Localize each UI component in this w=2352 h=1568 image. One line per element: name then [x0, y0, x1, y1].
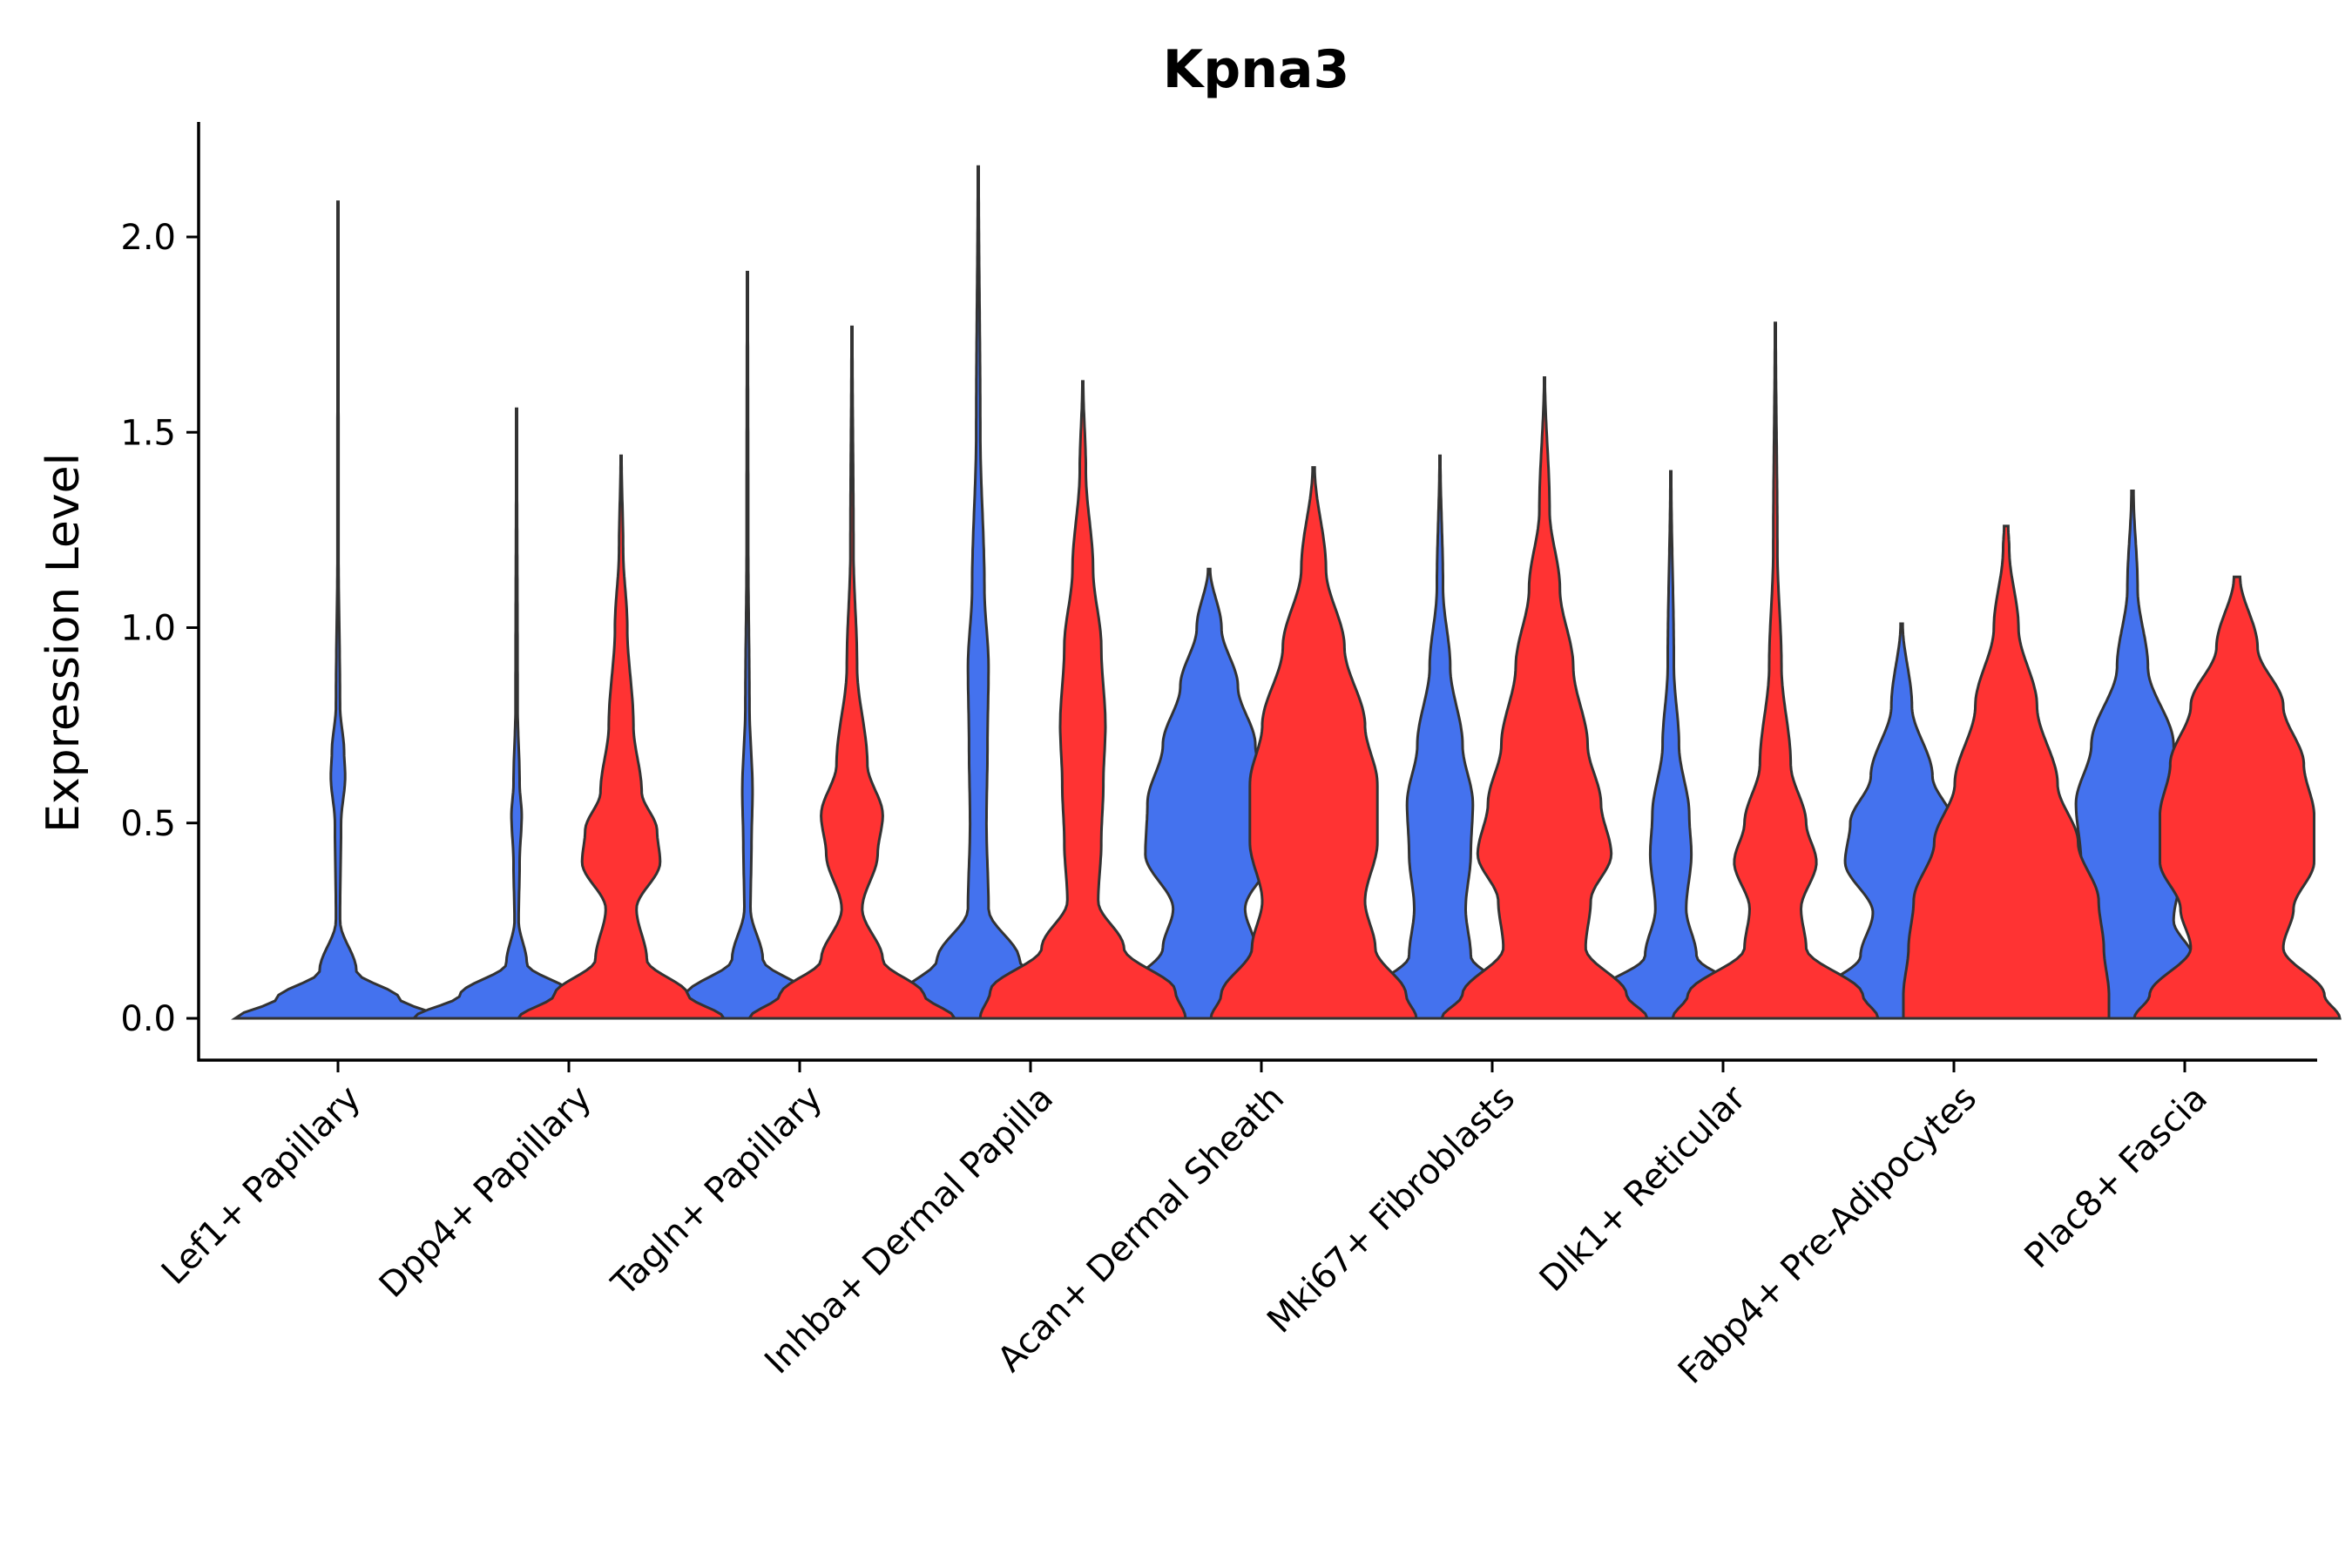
violin-group-2-5	[1209, 466, 1418, 1020]
y-tick-label: 0.0	[120, 999, 176, 1039]
violin-group-2-7	[1670, 321, 1881, 1020]
x-tick-label: Dlk1+ Reticular	[1532, 1078, 1754, 1300]
y-tick-label: 2.0	[120, 218, 176, 258]
violin-group-1-3	[641, 270, 854, 1020]
chart-title: Kpna3	[1163, 39, 1349, 100]
violin-group-2-9	[2132, 575, 2342, 1020]
x-tick-label: Tagln+ Papillary	[604, 1078, 830, 1305]
violins	[231, 165, 2342, 1020]
y-axis-label: Expression Level	[37, 453, 90, 833]
x-tick-label: Plac8+ Fascia	[2017, 1078, 2216, 1277]
x-tick-label: Lef1+ Papillary	[154, 1078, 368, 1293]
violin-group-1-1	[231, 200, 445, 1020]
y-tick-label: 0.5	[120, 804, 176, 844]
x-tick-label: Mki67+ Fibroblasts	[1260, 1078, 1523, 1342]
violin-group-1-7	[1565, 470, 1776, 1020]
violin-group-2-6	[1439, 376, 1650, 1020]
axes	[197, 122, 2317, 1062]
x-tick-label: Dpp4+ Papillary	[372, 1078, 599, 1306]
violin-group-2-8	[1902, 524, 2111, 1020]
y-tick-label: 1.5	[120, 413, 176, 453]
violin-group-2-4	[978, 380, 1187, 1020]
violin-group-1-6	[1335, 454, 1545, 1020]
violin-group-1-4	[873, 165, 1084, 1020]
y-tick-label: 1.0	[120, 609, 176, 649]
violin-group-2-3	[747, 325, 957, 1020]
violin-group-1-2	[410, 407, 623, 1020]
violin-group-2-2	[516, 454, 727, 1020]
